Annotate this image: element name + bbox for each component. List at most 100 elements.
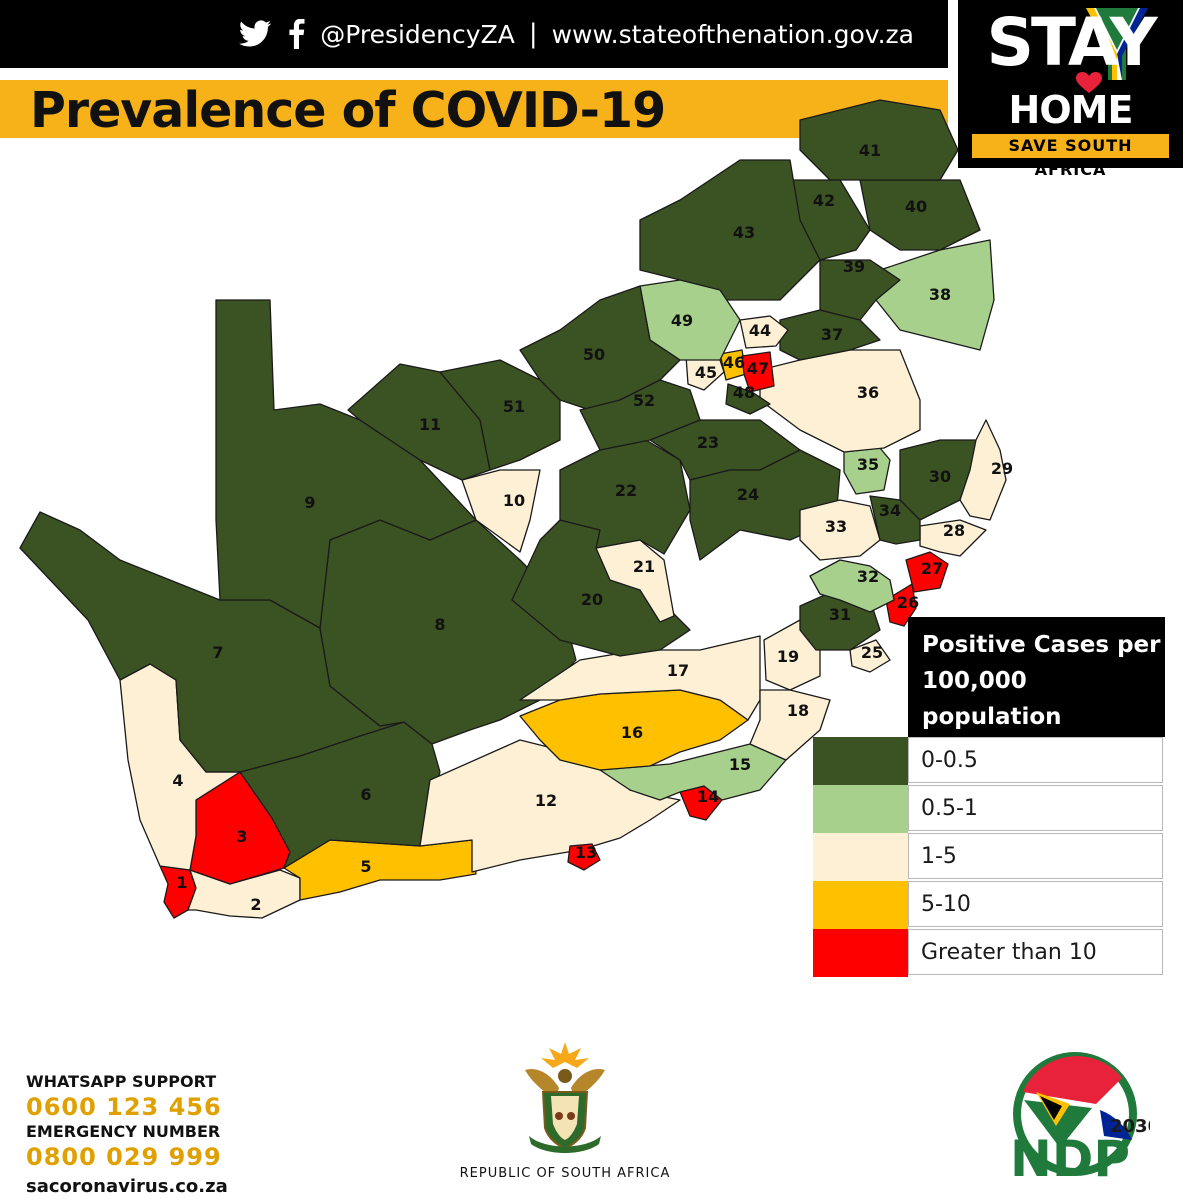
district-43	[639, 159, 821, 301]
district-label-16: 16	[621, 723, 643, 742]
district-13	[567, 843, 601, 871]
district-label-38: 38	[929, 285, 951, 304]
district-label-12: 12	[535, 791, 557, 810]
twitter-handle[interactable]: @PresidencyZA	[320, 19, 515, 49]
district-label-36: 36	[857, 383, 879, 402]
social-bar: @PresidencyZA | www.stateofthenation.gov…	[0, 0, 948, 68]
district-label-7: 7	[212, 643, 223, 662]
district-label-33: 33	[825, 517, 847, 536]
district-label-4: 4	[172, 771, 183, 790]
district-label-22: 22	[615, 481, 637, 500]
district-39	[819, 259, 901, 321]
district-28	[919, 519, 987, 557]
legend-swatch	[813, 785, 908, 833]
ndp-2030-logo: 2030 NDP	[1010, 1052, 1150, 1184]
emergency-label: EMERGENCY NUMBER	[26, 1122, 221, 1141]
district-label-18: 18	[787, 701, 809, 720]
whatsapp-label: WHATSAPP SUPPORT	[26, 1072, 217, 1091]
facebook-icon[interactable]	[286, 19, 306, 49]
district-label-51: 51	[503, 397, 525, 416]
district-25	[849, 639, 891, 673]
district-label-9: 9	[304, 493, 315, 512]
district-label-8: 8	[434, 615, 445, 634]
district-38	[875, 239, 995, 351]
district-label-26: 26	[897, 593, 919, 612]
legend-item: 1-5	[813, 833, 1165, 881]
badge-save: SAVE SOUTH AFRICA	[972, 134, 1169, 179]
badge-home: HOME	[1008, 88, 1134, 132]
legend-label: 5-10	[908, 881, 1163, 927]
website-link[interactable]: www.stateofthenation.gov.za	[551, 19, 914, 49]
district-label-10: 10	[503, 491, 525, 510]
district-label-47: 47	[747, 359, 769, 378]
legend-label: Greater than 10	[908, 929, 1163, 975]
contact-info: WHATSAPP SUPPORT 0600 123 456 EMERGENCY …	[26, 1072, 228, 1202]
district-label-1: 1	[176, 873, 187, 892]
legend: Positive Cases per 100,000 population 0-…	[813, 617, 1165, 977]
stay-home-badge: STAY HOME SAVE SOUTH AFRICA	[958, 0, 1183, 179]
district-label-34: 34	[879, 501, 901, 520]
district-label-19: 19	[777, 647, 799, 666]
district-27	[905, 551, 949, 593]
district-41	[799, 99, 959, 181]
district-34	[869, 495, 921, 545]
district-label-50: 50	[583, 345, 605, 364]
ndp-year: 2030	[1110, 1116, 1150, 1137]
district-label-5: 5	[360, 857, 371, 876]
district-10	[461, 469, 541, 553]
legend-swatch	[813, 881, 908, 929]
legend-title-line: population	[922, 704, 1062, 730]
legend-title-line: Positive Cases per	[922, 632, 1161, 658]
district-label-35: 35	[857, 455, 879, 474]
website-url[interactable]: sacoronavirus.co.za	[26, 1176, 228, 1197]
district-label-14: 14	[697, 787, 719, 806]
district-label-2: 2	[250, 895, 261, 914]
district-label-39: 39	[843, 257, 865, 276]
rsa-label: REPUBLIC OF SOUTH AFRICA	[459, 1166, 671, 1181]
separator: |	[528, 19, 538, 49]
district-label-29: 29	[991, 459, 1013, 478]
district-label-11: 11	[419, 415, 441, 434]
legend-item: Greater than 10	[813, 929, 1165, 977]
twitter-icon[interactable]	[238, 20, 272, 48]
district-label-32: 32	[857, 567, 879, 586]
emergency-number[interactable]: 0800 029 999	[26, 1143, 222, 1171]
district-label-31: 31	[829, 605, 851, 624]
legend-swatch	[813, 737, 908, 785]
district-label-17: 17	[667, 661, 689, 680]
district-label-25: 25	[861, 643, 883, 662]
district-label-6: 6	[360, 785, 371, 804]
whatsapp-number[interactable]: 0600 123 456	[26, 1093, 222, 1121]
flag-y-icon	[1086, 8, 1148, 80]
district-51	[439, 359, 561, 471]
page-title: Prevalence of COVID-19	[30, 82, 666, 139]
district-label-20: 20	[581, 590, 603, 609]
coat-of-arms-icon	[525, 1042, 605, 1153]
district-33	[799, 499, 881, 561]
ndp-text: NDP	[1010, 1130, 1130, 1184]
district-label-42: 42	[813, 191, 835, 210]
legend-title-line: 100,000	[922, 668, 1027, 694]
heart-icon	[1076, 72, 1102, 93]
legend-label: 1-5	[908, 833, 1163, 879]
district-52	[579, 379, 701, 451]
legend-label: 0.5-1	[908, 785, 1163, 831]
district-label-23: 23	[697, 433, 719, 452]
district-label-46: 46	[723, 353, 745, 372]
district-44	[739, 315, 789, 349]
legend-swatch	[813, 833, 908, 881]
district-18	[749, 689, 831, 761]
district-label-21: 21	[633, 557, 655, 576]
district-label-40: 40	[905, 197, 927, 216]
legend-swatch	[813, 929, 908, 977]
district-47	[741, 351, 775, 393]
badge-stay: STAY	[986, 4, 1158, 81]
district-48	[725, 383, 771, 415]
district-label-27: 27	[921, 559, 943, 578]
district-label-48: 48	[733, 383, 755, 402]
district-label-28: 28	[943, 521, 965, 540]
district-label-45: 45	[695, 363, 717, 382]
district-label-43: 43	[733, 223, 755, 242]
district-label-3: 3	[236, 827, 247, 846]
